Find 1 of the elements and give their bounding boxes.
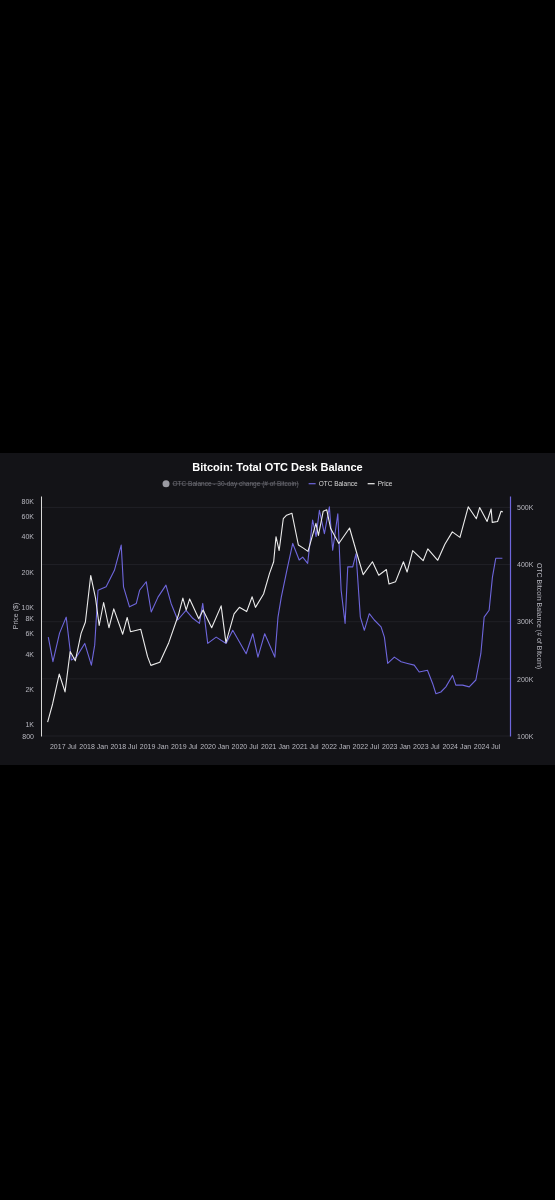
chart-title: Bitcoin: Total OTC Desk Balance [192, 461, 363, 473]
